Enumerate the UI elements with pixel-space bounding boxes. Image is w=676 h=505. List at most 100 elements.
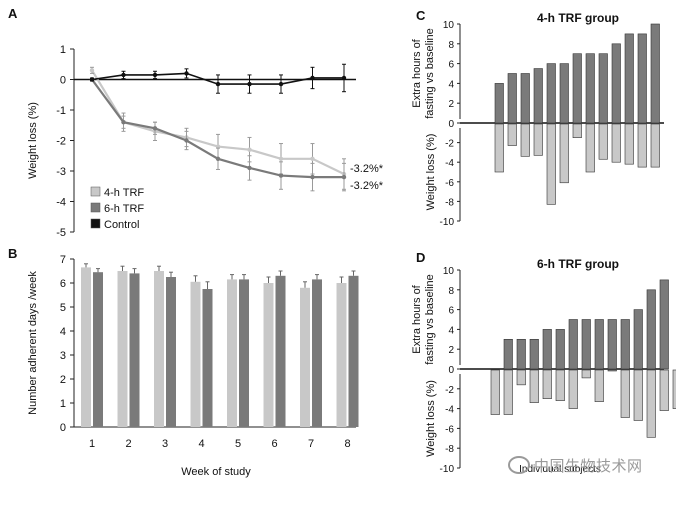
y-tick-label: 7: [60, 254, 66, 266]
y-tick-label: -6: [445, 178, 454, 189]
y-tick-label: -4: [445, 158, 454, 169]
y-tick-label: -3: [56, 166, 66, 178]
legend-label: 6-h TRF: [104, 203, 144, 215]
legend-label: 4-h TRF: [104, 187, 144, 199]
y-tick-label: 0: [60, 75, 66, 87]
y-axis-label-line: Extra hours of: [411, 38, 423, 107]
weight-loss-bar: [646, 369, 656, 438]
y-tick-label: -6: [445, 424, 454, 435]
fasting-bar: [650, 23, 660, 124]
x-tick-label: 1: [89, 438, 95, 450]
data-point: [89, 68, 95, 73]
bar: [154, 271, 164, 427]
panel-d-6h-individual-chart: 6-h TRF group 0 2 4 6 8 10 -2 -4 -6 -8 -10 Extra hou…: [411, 257, 676, 475]
y-tick-label: 4: [448, 325, 454, 336]
data-point: [215, 156, 221, 161]
y-tick-label: -10: [440, 217, 455, 228]
fasting-bar: [516, 338, 526, 370]
data-point: [121, 72, 126, 78]
y-tick-label: 6: [448, 60, 454, 71]
panel-label-a: A: [8, 6, 18, 21]
bar: [275, 275, 286, 427]
y-axis-label-line: fasting vs baseline: [424, 274, 436, 365]
fasting-bar: [620, 319, 630, 370]
fasting-bar: [611, 43, 621, 124]
bar: [239, 279, 249, 427]
fasting-bar: [555, 329, 565, 370]
fasting-bar: [572, 53, 582, 124]
weight-loss-bar: [620, 369, 630, 418]
bar: [312, 279, 322, 427]
data-point: [89, 77, 95, 82]
y-tick-label: 4: [60, 326, 66, 338]
data-point: [152, 72, 158, 78]
x-tick-label: 6: [271, 438, 277, 450]
data-point: [247, 165, 252, 171]
weight-loss-bar: [650, 123, 660, 168]
data-point: [310, 174, 315, 180]
weight-loss-bar: [624, 123, 634, 165]
bar: [166, 277, 176, 427]
y-tick-label: -8: [445, 197, 454, 208]
x-tick-label: 3: [162, 438, 168, 450]
bar: [227, 279, 237, 427]
weight-loss-bar: [529, 369, 539, 403]
bar: [336, 283, 347, 427]
fasting-bar: [503, 338, 513, 370]
x-tick-label: 8: [344, 438, 350, 450]
fasting-bar: [637, 33, 647, 124]
y-tick-label: 4: [448, 79, 454, 90]
data-point: [247, 147, 252, 152]
panel-label-b: B: [8, 246, 17, 261]
y-tick-label: -8: [445, 444, 454, 455]
annotation-6h: -3.2%*: [350, 180, 384, 192]
y-tick-label: 6: [448, 306, 454, 317]
y-tick-label: -1: [56, 105, 66, 117]
data-point: [341, 174, 347, 180]
y-tick-label: 10: [443, 20, 455, 31]
data-point: [184, 71, 189, 76]
y-tick-label: 8: [448, 286, 454, 297]
y-tick-label: 5: [60, 302, 66, 314]
wechat-icon: [508, 456, 530, 474]
fasting-bar: [507, 73, 517, 124]
y-tick-label: 1: [60, 398, 66, 410]
weight-loss-bar: [672, 369, 676, 409]
x-axis-label: Individual subjects: [519, 464, 601, 475]
data-point: [341, 75, 347, 81]
weight-loss-bar: [559, 123, 569, 184]
x-tick-label: 4: [198, 438, 204, 450]
weight-loss-bar: [555, 369, 565, 401]
y-tick-label: 8: [448, 40, 454, 51]
fasting-bar: [585, 53, 595, 124]
weight-loss-bar: [633, 369, 643, 421]
fasting-bar: [494, 83, 504, 124]
watermark-text: 中国生物技术网: [534, 457, 643, 475]
weight-loss-bar: [598, 123, 608, 160]
bar: [117, 271, 128, 427]
legend-label: Control: [104, 219, 139, 231]
weight-loss-bar: [594, 369, 604, 402]
y-tick-label: 2: [448, 345, 454, 356]
y-tick-label: 0: [448, 365, 454, 376]
weight-loss-bar: [533, 123, 543, 156]
bar: [263, 283, 274, 427]
y-axis-label-top: Extra hours offasting vs baseline: [411, 28, 436, 119]
weight-loss-bar: [581, 369, 591, 379]
panel-title: 6-h TRF group: [537, 257, 619, 271]
weight-loss-bar: [507, 123, 517, 146]
bar: [190, 281, 201, 427]
weight-loss-bar: [494, 123, 504, 173]
weight-loss-bar: [611, 123, 621, 163]
panel-a-weight-loss-chart: 1 0 -1 -2 -3 -4 -5 Weight loss (%) -3.2%* -3.2%* 4…: [27, 44, 384, 239]
watermark: 中国生物技术网: [508, 455, 643, 476]
y-tick-label: 2: [448, 99, 454, 110]
data-point: [184, 138, 189, 143]
bar: [348, 275, 359, 427]
y-tick-label: 10: [443, 266, 455, 277]
legend-swatch: [90, 218, 101, 229]
y-axis-label: Number adherent days /week: [27, 271, 39, 415]
data-point: [152, 126, 158, 131]
weight-loss-bar: [607, 369, 617, 372]
